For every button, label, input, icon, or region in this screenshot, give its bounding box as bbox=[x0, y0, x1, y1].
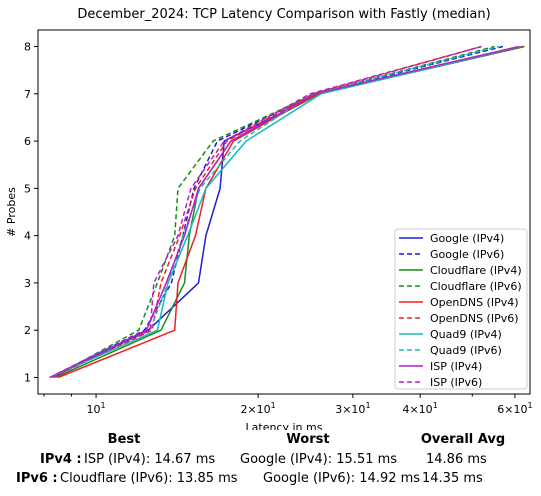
legend-label: Cloudflare (IPv6) bbox=[430, 280, 522, 293]
y-axis-label: # Probes bbox=[5, 187, 18, 237]
legend-label: Quad9 (IPv4) bbox=[430, 328, 502, 341]
legend-label: Google (IPv4) bbox=[430, 232, 504, 245]
ipv6-label: IPv6 : bbox=[16, 471, 58, 486]
ipv6-best: Cloudflare (IPv6): 13.85 ms bbox=[60, 471, 238, 486]
x-axis-ticks: 101 2×101 3×101 4×101 6×101 bbox=[43, 394, 533, 416]
y-tick-label: 4 bbox=[24, 230, 31, 243]
chart-title: December_2024: TCP Latency Comparison wi… bbox=[77, 7, 490, 22]
ipv4-best: ISP (IPv4): 14.67 ms bbox=[84, 452, 216, 467]
avg-header: Overall Avg bbox=[420, 432, 506, 447]
y-tick-label: 1 bbox=[24, 371, 31, 384]
series-line-6 bbox=[49, 45, 521, 379]
x-tick-label: 3×101 bbox=[335, 401, 370, 416]
worst-header: Worst bbox=[286, 432, 330, 447]
series-line-4 bbox=[57, 45, 523, 379]
legend-label: OpenDNS (IPv4) bbox=[430, 296, 519, 309]
y-tick-label: 5 bbox=[24, 182, 31, 195]
x-tick-label: 6×101 bbox=[497, 401, 532, 416]
x-axis-label: Latency in ms bbox=[246, 421, 323, 430]
y-tick-label: 6 bbox=[24, 135, 31, 148]
ipv4-worst: Google (IPv4): 15.51 ms bbox=[240, 452, 398, 467]
legend-label: OpenDNS (IPv6) bbox=[430, 312, 519, 325]
plot-frame bbox=[37, 29, 531, 395]
series-line-8 bbox=[49, 45, 519, 379]
x-tick-label: 101 bbox=[87, 401, 106, 416]
ipv6-avg: 14.35 ms bbox=[422, 471, 483, 486]
ipv6-worst: Google (IPv6): 14.92 ms bbox=[263, 471, 421, 486]
legend: Google (IPv4) Google (IPv6) Cloudflare (IP… bbox=[394, 228, 528, 390]
series-lines bbox=[49, 45, 525, 379]
series-line-3 bbox=[52, 45, 495, 379]
y-tick-label: 2 bbox=[24, 324, 31, 337]
x-tick-label: 2×101 bbox=[240, 401, 275, 416]
y-tick-label: 8 bbox=[24, 41, 31, 54]
ipv4-avg: 14.86 ms bbox=[426, 452, 487, 467]
legend-label: Google (IPv6) bbox=[430, 248, 504, 261]
best-header: Best bbox=[107, 432, 141, 447]
legend-label: ISP (IPv4) bbox=[430, 360, 482, 373]
legend-label: Cloudflare (IPv4) bbox=[430, 264, 522, 277]
y-axis-ticks: 1 2 3 4 5 6 7 8 bbox=[24, 41, 38, 384]
latency-chart: December_2024: TCP Latency Comparison wi… bbox=[5, 7, 533, 430]
y-tick-label: 7 bbox=[24, 88, 31, 101]
ipv4-label: IPv4 : bbox=[40, 452, 82, 467]
legend-label: Quad9 (IPv6) bbox=[430, 344, 502, 357]
legend-box bbox=[394, 228, 528, 390]
series-line-5 bbox=[52, 45, 482, 379]
y-tick-label: 3 bbox=[24, 277, 31, 290]
legend-label: ISP (IPv6) bbox=[430, 376, 482, 389]
series-line-9 bbox=[49, 45, 482, 379]
x-tick-label: 4×101 bbox=[402, 401, 437, 416]
